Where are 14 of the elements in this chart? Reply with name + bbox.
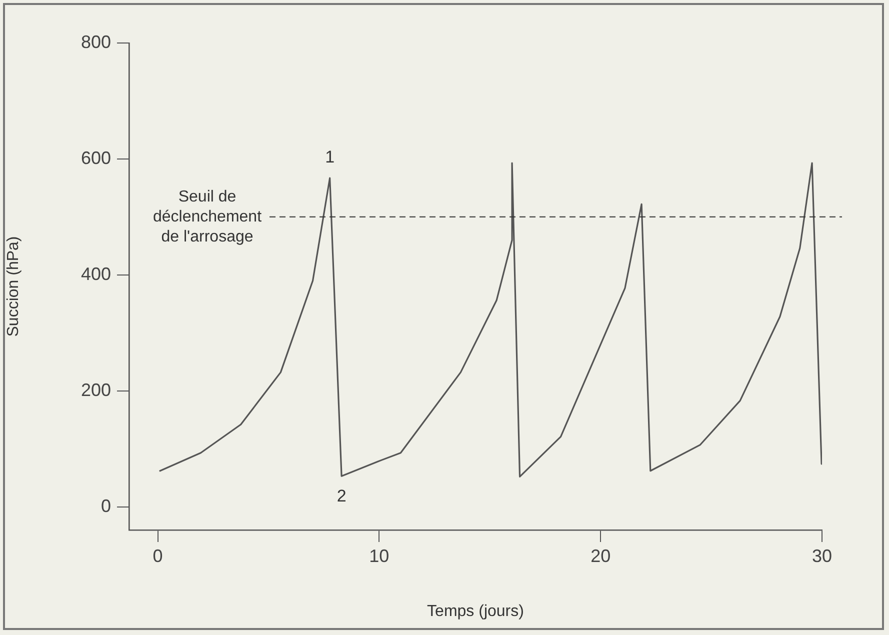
y-tick-label: 600 bbox=[80, 148, 111, 168]
x-axis-title: Temps (jours) bbox=[427, 602, 524, 620]
y-tick-label: 200 bbox=[80, 380, 111, 400]
y-tick-label: 800 bbox=[80, 32, 111, 52]
y-tick-label: 400 bbox=[80, 264, 111, 284]
x-tick-label: 30 bbox=[812, 546, 832, 566]
y-tick-label: 0 bbox=[100, 496, 111, 516]
ref-line-label: Seuil de déclenchement de l'arrosage bbox=[153, 188, 262, 246]
x-tick-label: 10 bbox=[369, 546, 390, 566]
annotation: 1 bbox=[325, 147, 335, 166]
y-axis-title: Succion (hPa) bbox=[5, 236, 22, 337]
annotation: 2 bbox=[336, 486, 346, 506]
x-tick-label: 20 bbox=[590, 546, 611, 566]
x-tick-label: 0 bbox=[152, 546, 163, 566]
